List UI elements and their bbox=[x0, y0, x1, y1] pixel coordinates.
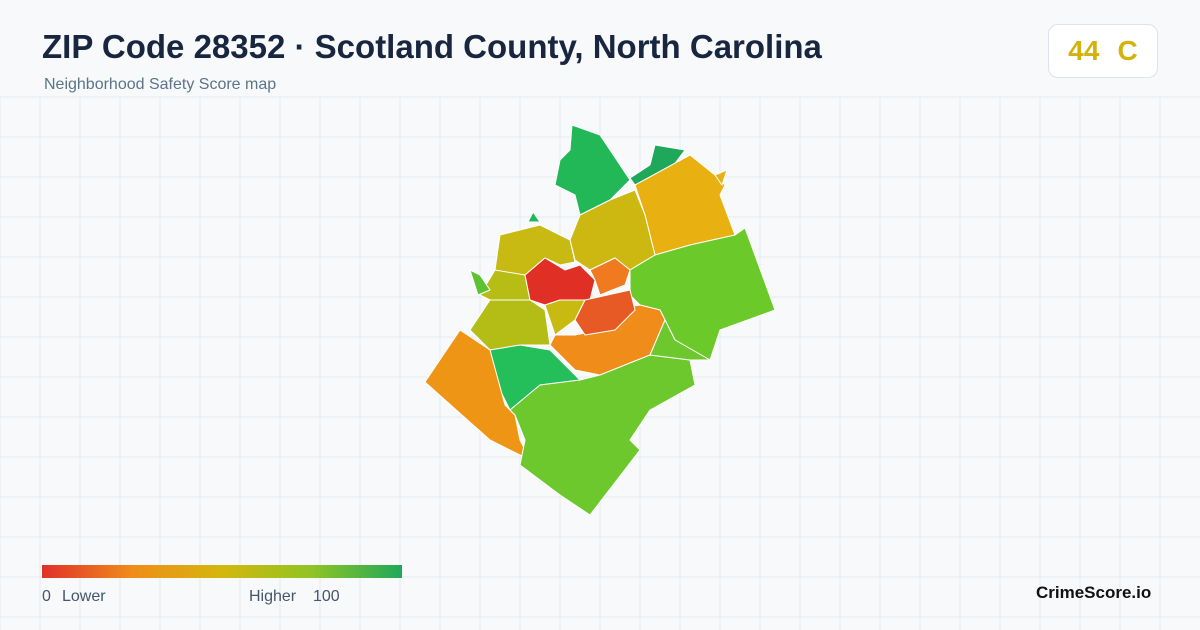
legend-min-label: Lower bbox=[62, 588, 106, 605]
legend-min: 0 bbox=[42, 588, 51, 605]
title: ZIP Code 28352 · Scotland County, North … bbox=[42, 28, 822, 65]
legend-bar bbox=[42, 565, 402, 578]
brand: CrimeScore.io bbox=[1036, 583, 1152, 602]
grade: C bbox=[1117, 35, 1138, 66]
score: 44 bbox=[1068, 35, 1100, 66]
regions bbox=[424, 124, 776, 516]
score-badge: 44 C bbox=[1048, 24, 1158, 78]
grid bbox=[0, 96, 1200, 630]
legend-max: 100 bbox=[313, 588, 340, 605]
subtitle: Neighborhood Safety Score map bbox=[44, 76, 277, 93]
legend-max-label: Higher bbox=[249, 588, 297, 605]
